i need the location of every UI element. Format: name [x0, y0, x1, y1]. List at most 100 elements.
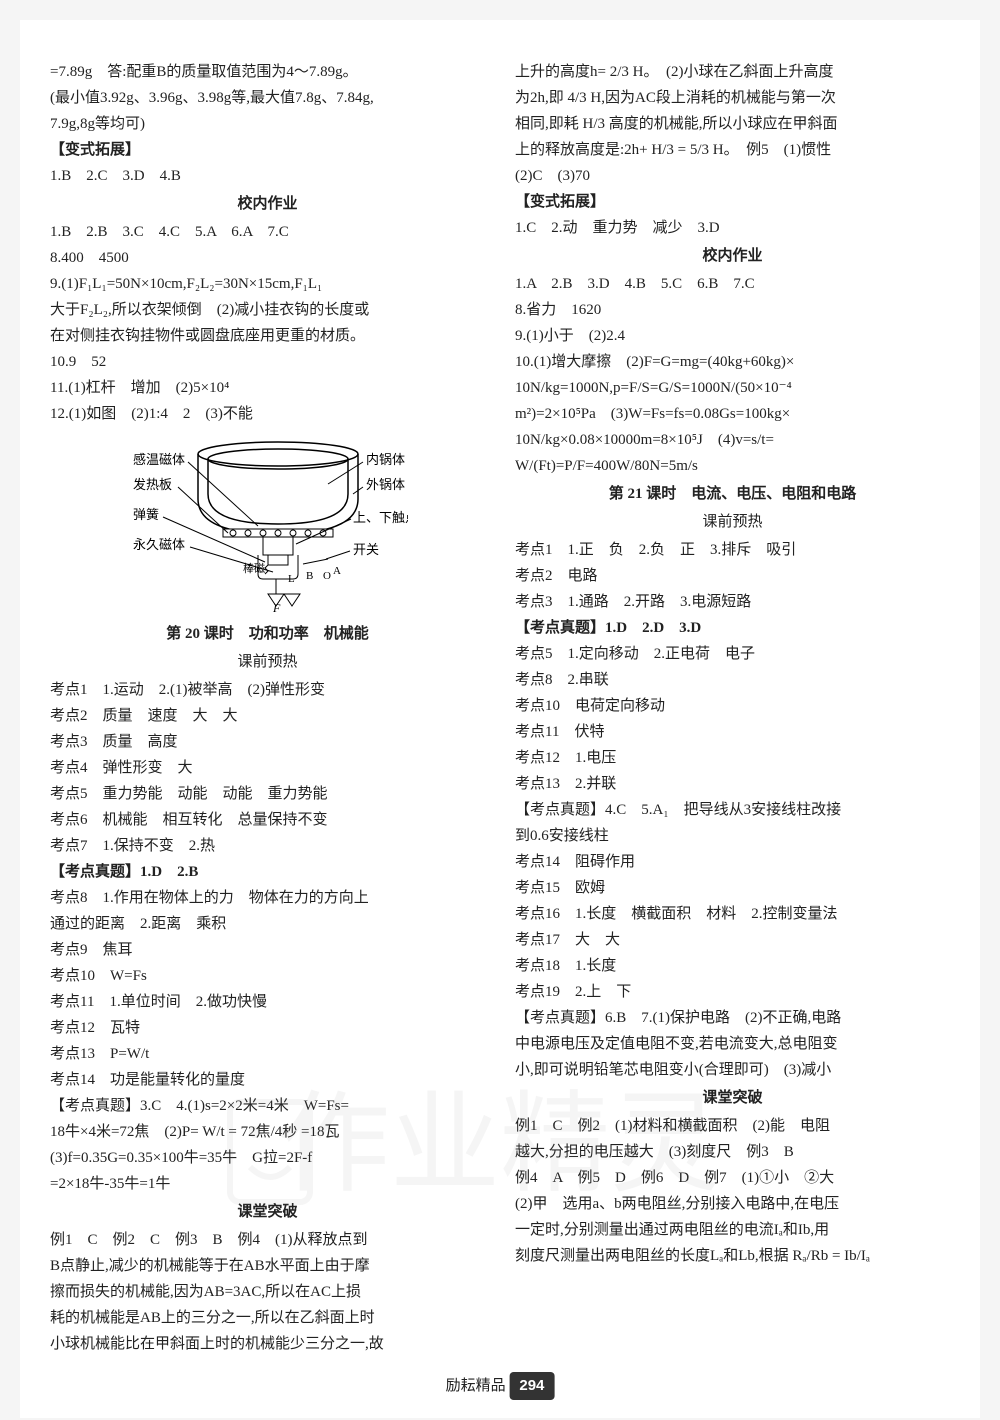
svg-text:A: A	[333, 565, 341, 577]
keypoint-line: 考点1 1.正 负 2.负 正 3.排斥 吸引	[515, 538, 950, 562]
text-line: 上的释放高度是:2h+ H/3 = 5/3 H。 例5 (1)惯性	[515, 138, 950, 162]
svg-text:上、下触点: 上、下触点	[353, 510, 408, 525]
text-line: 上升的高度h= 2/3 H。 (2)小球在乙斜面上升高度	[515, 60, 950, 84]
keypoint-line: 考点1 1.运动 2.(1)被举高 (2)弹性形变	[50, 678, 485, 702]
lesson-20-title: 第 20 课时 功和功率 机械能	[50, 622, 485, 646]
lesson-21-sub: 课前预热	[515, 510, 950, 534]
diagram-label: 感温磁体	[133, 452, 185, 467]
example-line: 刻度尺测量出两电阻丝的长度Lₐ和Lb,根据 Rₐ/Rb = Ib/Iₐ	[515, 1244, 950, 1268]
text-line: m²)=2×10⁵Pa (3)W=Fs=fs=0.08Gs=100kg×	[515, 402, 950, 426]
svg-text:O: O	[323, 570, 331, 582]
text-line: 1.A 2.B 3.D 4.B 5.C 6.B 7.C	[515, 272, 950, 296]
example-line: 例1 C 例2 (1)材料和横截面积 (2)能 电阻	[515, 1114, 950, 1138]
text-line: 10.(1)增大摩擦 (2)F=G=mg=(40kg+60kg)×	[515, 350, 950, 374]
text-line: (最小值3.92g、3.96g、3.98g等,最大值7.8g、7.84g,	[50, 86, 485, 110]
page-number: 294	[509, 1372, 554, 1400]
text-line: 中电源电压及定值电阻不变,若电流变大,总电阻变	[515, 1032, 950, 1056]
keypoint-line: 考点6 机械能 相互转化 总量保持不变	[50, 808, 485, 832]
keypoint-line: 考点8 2.串联	[515, 668, 950, 692]
text-line: 为2h,即 4/3 H,因为AC段上消耗的机械能与第一次	[515, 86, 950, 110]
svg-text:发热板: 发热板	[133, 477, 172, 492]
text-line: 在对侧挂衣钩挂物件或圆盘底座用更重的材质。	[50, 324, 485, 348]
keypoint-line: 考点9 焦耳	[50, 938, 485, 962]
text-line: 1.B 2.C 3.D 4.B	[50, 164, 485, 188]
keypoint-line: 考点3 质量 高度	[50, 730, 485, 754]
keypoint-line: 考点14 功是能量转化的量度	[50, 1068, 485, 1092]
text-line: 【考点真题】4.C 5.A₁ 把导线从3安接线柱改接	[515, 798, 950, 822]
breakthrough-title: 课堂突破	[515, 1086, 950, 1110]
keypoint-line: 考点15 欧姆	[515, 876, 950, 900]
real-question-label: 【考点真题】1.D 2.B	[50, 860, 485, 884]
lesson-20-sub: 课前预热	[50, 650, 485, 674]
text-line: 相同,即耗 H/3 高度的机械能,所以小球应在甲斜面	[515, 112, 950, 136]
svg-text:永久磁体: 永久磁体	[133, 537, 185, 552]
text-line: W/(Ft)=P/F=400W/80N=5m/s	[515, 454, 950, 478]
example-line: 例1 C 例2 C 例3 B 例4 (1)从释放点到	[50, 1228, 485, 1252]
keypoint-line: 考点4 弹性形变 大	[50, 756, 485, 780]
text-line: (3)f=0.35G=0.35×100牛=35牛 G拉=2F-f	[50, 1146, 485, 1170]
keypoint-line: 考点12 1.电压	[515, 746, 950, 770]
keypoint-line: 考点7 1.保持不变 2.热	[50, 834, 485, 858]
lesson-21-title: 第 21 课时 电流、电压、电阻和电路	[515, 482, 950, 506]
text-line: 1.B 2.B 3.C 4.C 5.A 6.A 7.C	[50, 220, 485, 244]
text-line: 到0.6安接线柱	[515, 824, 950, 848]
text-line: (2)C (3)70	[515, 164, 950, 188]
text-line: 10N/kg=1000N,p=F/S=G/S=1000N/(50×10⁻⁴	[515, 376, 950, 400]
right-column: 上升的高度h= 2/3 H。 (2)小球在乙斜面上升高度 为2h,即 4/3 H…	[515, 60, 950, 1358]
text-line: 8.省力 1620	[515, 298, 950, 322]
keypoint-line: 考点3 1.通路 2.开路 3.电源短路	[515, 590, 950, 614]
section-label: 【变式拓展】	[515, 190, 950, 214]
svg-text:F: F	[272, 601, 281, 614]
svg-text:内锅体: 内锅体	[366, 452, 405, 467]
rice-cooker-diagram: 感温磁体 发热板 弹簧 永久磁体 内锅体 外锅体 上、下触点 开关 棒磁 L B	[128, 434, 408, 614]
text-line: 12.(1)如图 (2)1:4 2 (3)不能	[50, 402, 485, 426]
keypoint-line: 考点18 1.长度	[515, 954, 950, 978]
text-line: 小,即可说明铅笔芯电阻变小(合理即可) (3)减小	[515, 1058, 950, 1082]
text-line: 8.400 4500	[50, 246, 485, 270]
example-line: 例4 A 例5 D 例6 D 例7 (1)①小 ②大	[515, 1166, 950, 1190]
text-line: 18牛×4米=72焦 (2)P= W/t = 72焦/4秒 =18瓦	[50, 1120, 485, 1144]
keypoint-line: 考点2 电路	[515, 564, 950, 588]
keypoint-line: 考点5 重力势能 动能 动能 重力势能	[50, 782, 485, 806]
footer-prefix: 励耘精品	[446, 1378, 506, 1394]
text-line: =7.89g 答:配重B的质量取值范围为4～7.89g。	[50, 60, 485, 84]
homework-title: 校内作业	[515, 244, 950, 268]
keypoint-line: 考点16 1.长度 横截面积 材料 2.控制变量法	[515, 902, 950, 926]
keypoint-line: 考点8 1.作用在物体上的力 物体在力的方向上	[50, 886, 485, 910]
section-label: 【变式拓展】	[50, 138, 485, 162]
text-line: 9.(1)小于 (2)2.4	[515, 324, 950, 348]
page-footer: 励耘精品 294	[446, 1372, 555, 1400]
keypoint-line: 考点14 阻碍作用	[515, 850, 950, 874]
homework-title: 校内作业	[50, 192, 485, 216]
text-line: 【考点真题】3.C 4.(1)s=2×2米=4米 W=Fs=	[50, 1094, 485, 1118]
example-line: B点静止,减少的机械能等于在AB水平面上由于摩	[50, 1254, 485, 1278]
svg-text:弹簧: 弹簧	[133, 507, 159, 522]
svg-text:B: B	[306, 570, 313, 582]
keypoint-line: 考点10 电荷定向移动	[515, 694, 950, 718]
breakthrough-title: 课堂突破	[50, 1200, 485, 1224]
text-line: 1.C 2.动 重力势 减少 3.D	[515, 216, 950, 240]
real-question-label: 【考点真题】1.D 2.D 3.D	[515, 616, 950, 640]
keypoint-line: 考点11 1.单位时间 2.做功快慢	[50, 990, 485, 1014]
svg-text:开关: 开关	[353, 542, 379, 557]
text-line: =2×18牛-35牛=1牛	[50, 1172, 485, 1196]
keypoint-line: 考点5 1.定向移动 2.正电荷 电子	[515, 642, 950, 666]
keypoint-line: 考点13 P=W/t	[50, 1042, 485, 1066]
example-line: 耗的机械能是AB上的三分之一,所以在乙斜面上时	[50, 1306, 485, 1330]
text-line: 10.9 52	[50, 350, 485, 374]
example-line: 越大,分担的电压越大 (3)刻度尺 例3 B	[515, 1140, 950, 1164]
page-container: =7.89g 答:配重B的质量取值范围为4～7.89g。 (最小值3.92g、3…	[20, 20, 980, 1418]
example-line: (2)甲 选用a、b两电阻丝,分别接入电路中,在电压	[515, 1192, 950, 1216]
keypoint-line: 考点10 W=Fs	[50, 964, 485, 988]
keypoint-line: 考点2 质量 速度 大 大	[50, 704, 485, 728]
text-line: 【考点真题】6.B 7.(1)保护电路 (2)不正确,电路	[515, 1006, 950, 1030]
text-line: 7.9g,8g等均可)	[50, 112, 485, 136]
keypoint-line: 考点13 2.并联	[515, 772, 950, 796]
example-line: 擦而损失的机械能,因为AB=3AC,所以在AC上损	[50, 1280, 485, 1304]
keypoint-line: 考点19 2.上 下	[515, 980, 950, 1004]
text-line: 9.(1)F₁L₁=50N×10cm,F₂L₂=30N×15cm,F₁L₁	[50, 272, 485, 296]
keypoint-line: 考点17 大 大	[515, 928, 950, 952]
example-line: 小球机械能比在甲斜面上时的机械能少三分之一,故	[50, 1332, 485, 1356]
svg-text:棒磁: 棒磁	[243, 561, 265, 575]
keypoint-line: 考点11 伏特	[515, 720, 950, 744]
